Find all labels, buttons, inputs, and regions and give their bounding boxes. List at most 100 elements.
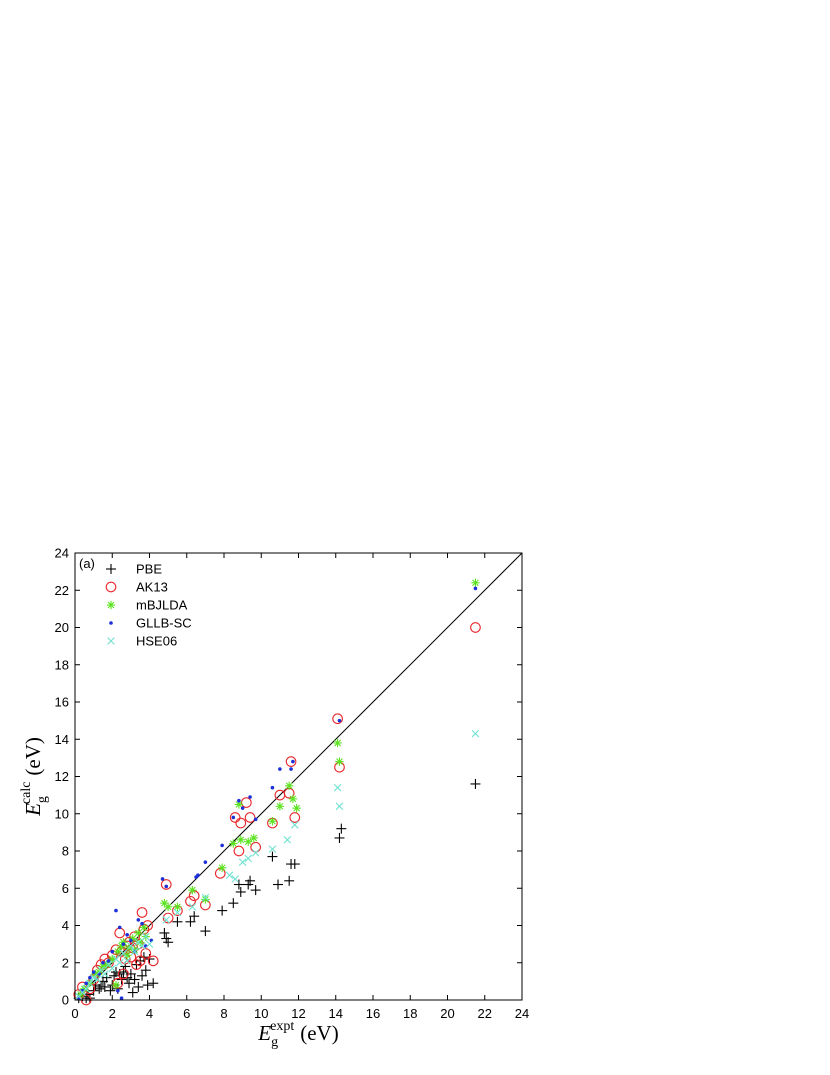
- data-point: [335, 802, 344, 811]
- star-marker-stroke: [131, 946, 138, 954]
- cross-marker-b: [112, 955, 120, 963]
- star-marker-stroke: [218, 864, 226, 872]
- data-point: [91, 970, 96, 974]
- data-point: [249, 833, 258, 843]
- data-point: [124, 978, 135, 989]
- star-marker-stroke: [123, 951, 131, 959]
- data-point: [119, 953, 131, 965]
- data-points-layer: [73, 578, 481, 1006]
- x-axis-title-main: E: [257, 1021, 271, 1045]
- data-point: [188, 903, 197, 911]
- data-point: [236, 835, 245, 845]
- data-point: [231, 875, 239, 883]
- data-point: [196, 873, 200, 878]
- cross-marker-b: [101, 970, 109, 978]
- y-tick-label: 10: [55, 806, 69, 821]
- data-point: [473, 586, 478, 591]
- data-point: [240, 806, 245, 810]
- data-point: [142, 920, 153, 931]
- data-point: [248, 795, 252, 799]
- data-point: [231, 815, 236, 820]
- star-marker-stroke: [107, 601, 115, 609]
- legend-marker: [106, 600, 116, 610]
- data-point: [140, 921, 144, 926]
- y-axis-title-sup: calc: [19, 782, 34, 805]
- y-tick-label: 8: [62, 844, 69, 859]
- star-marker-stroke: [472, 579, 479, 587]
- data-point: [284, 781, 294, 791]
- data-point: [288, 794, 298, 804]
- cross-marker-b: [127, 942, 135, 950]
- data-point: [291, 759, 295, 764]
- data-point: [86, 979, 94, 988]
- data-point: [94, 983, 105, 994]
- data-point: [136, 918, 141, 922]
- data-point: [188, 890, 200, 902]
- data-point: [101, 960, 105, 965]
- legend-label: HSE06: [136, 634, 177, 649]
- data-point: [111, 980, 121, 990]
- star-marker-stroke: [237, 836, 245, 844]
- cross-marker-b: [104, 960, 113, 969]
- data-point: [123, 957, 131, 965]
- data-point: [172, 916, 183, 927]
- star-marker-stroke: [164, 903, 172, 911]
- cross-marker-b: [130, 947, 139, 956]
- x-tick-label: 20: [440, 1006, 454, 1021]
- x-axis-title-unit: (eV): [300, 1021, 338, 1045]
- data-point: [253, 817, 258, 822]
- data-point: [140, 948, 152, 959]
- y-tick-label: 4: [62, 918, 69, 933]
- data-point: [140, 965, 151, 976]
- cross-marker-b: [244, 854, 253, 863]
- data-point: [125, 968, 136, 979]
- data-point: [334, 832, 345, 843]
- axis-ticks-layer: 0 2 4 6 8 10 12 14 16 18 20 22 240246810121416182022…: [55, 546, 530, 1022]
- data-point: [125, 933, 129, 937]
- data-point: [105, 985, 116, 996]
- series-hse06: [74, 729, 480, 1001]
- legend-item: mBJLDA: [106, 598, 188, 613]
- data-point: [130, 947, 139, 956]
- x-tick-label: 12: [291, 1006, 305, 1021]
- reference-line-layer: [74, 552, 523, 1001]
- cross-marker-b: [123, 957, 131, 965]
- data-point: [470, 622, 481, 633]
- data-point: [214, 867, 226, 879]
- data-point: [283, 836, 292, 844]
- data-point: [237, 798, 241, 803]
- cross-marker-b: [97, 966, 105, 974]
- data-point: [233, 879, 244, 890]
- cross-marker-b: [188, 903, 197, 911]
- x-tick-label: 0: [71, 1006, 78, 1021]
- data-point: [141, 932, 150, 941]
- data-point: [162, 912, 174, 924]
- data-point: [110, 949, 115, 954]
- data-point: [233, 845, 245, 857]
- data-point: [292, 803, 301, 813]
- data-point: [267, 851, 278, 862]
- cross-marker-b: [268, 845, 277, 853]
- cross-marker-b: [471, 729, 480, 738]
- data-point: [138, 942, 146, 950]
- cross-marker-b: [89, 973, 98, 982]
- data-point: [251, 849, 260, 857]
- data-point: [99, 981, 110, 992]
- data-point: [235, 817, 247, 829]
- x-axis-title-sub: g: [271, 1035, 278, 1050]
- star-marker-stroke: [202, 896, 209, 903]
- x-axis-title-sup: expt: [270, 1019, 294, 1034]
- cross-marker-b: [141, 932, 150, 941]
- data-point: [163, 937, 174, 948]
- y-tick-label: 12: [55, 769, 69, 784]
- star-marker-stroke: [276, 802, 284, 810]
- y-tick-label: 20: [55, 620, 69, 635]
- data-point: [117, 925, 122, 930]
- data-point: [268, 817, 277, 826]
- data-point: [88, 985, 99, 996]
- data-point: [160, 879, 172, 890]
- cross-marker-b: [251, 849, 260, 857]
- cross-marker-b: [82, 985, 90, 993]
- data-point: [145, 940, 154, 948]
- data-point: [220, 843, 224, 848]
